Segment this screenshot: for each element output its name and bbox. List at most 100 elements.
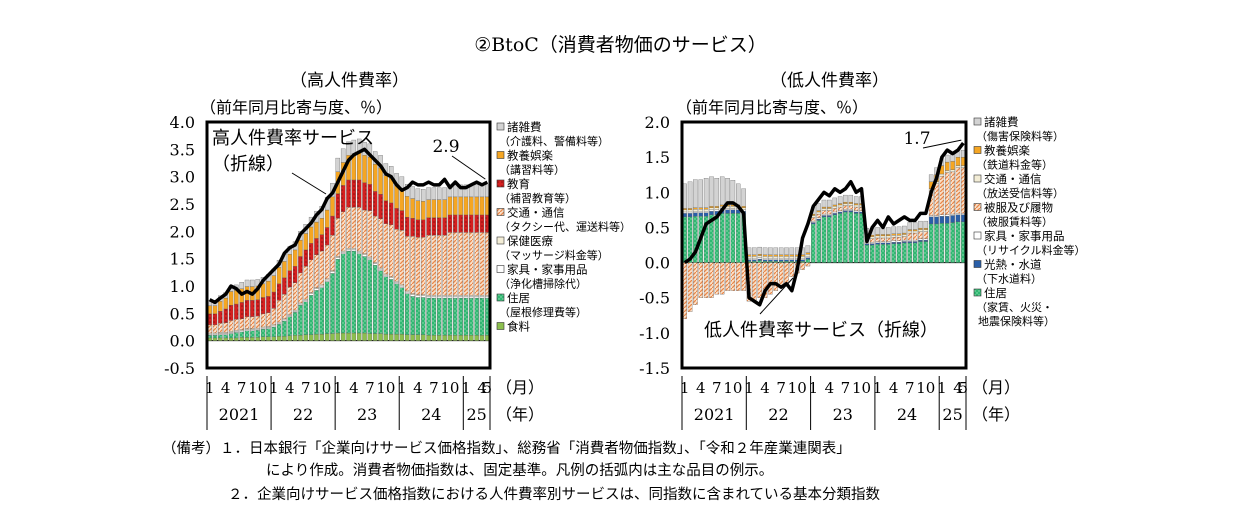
- c1-bar-s4-m36: [875, 235, 880, 239]
- c1-bar-s1-m14: [757, 258, 762, 261]
- c0-bar-s7-m25: [340, 148, 346, 163]
- c1-bar-s6-m4: [703, 178, 709, 208]
- c1-bar-s4-m41: [902, 234, 907, 237]
- c0-bar-s2-m13: [276, 323, 282, 325]
- c0-bar-s5-m14: [282, 277, 287, 295]
- c0-month-tick-11: 10: [376, 379, 395, 397]
- c1-bar-s0-m9: [730, 213, 736, 263]
- c1-bar-s6-m20: [789, 247, 795, 255]
- c1-bar-s1-m17: [773, 259, 779, 262]
- c0-bar-s3-m23: [330, 270, 335, 272]
- c1-bar-s4-m30: [843, 203, 848, 206]
- c0-bar-s3-m13: [276, 321, 282, 324]
- c1-bar-s6-m31: [848, 194, 854, 203]
- c1-bar-s2-m43: [912, 239, 918, 242]
- c0-legend-note-6: （講習料等）: [499, 163, 565, 177]
- c0-bar-s7-m38: [410, 186, 415, 199]
- c1-bar-s1-m31: [848, 210, 854, 213]
- c1-bar-s5-m15: [762, 254, 768, 257]
- c1-month-tick-3: 10: [723, 379, 742, 397]
- c0-bar-s7-m44: [442, 187, 447, 200]
- c0-bar-s0-m26: [346, 332, 351, 341]
- c0-bar-s6-m31: [372, 163, 378, 192]
- c0-bar-s1-m14: [282, 320, 287, 337]
- c0-bar-s5-m45: [447, 214, 453, 233]
- c0-bar-s2-m27: [351, 249, 357, 252]
- c0-bar-s0-m32: [378, 333, 383, 341]
- c0-bar-s4-m20: [314, 254, 319, 288]
- c0-bar-s3-m39: [415, 294, 421, 296]
- c1-legend-name-6: 諸雑費: [984, 115, 1019, 129]
- c1-bar-s0-m16: [768, 261, 773, 263]
- c0-bar-s2-m1: [212, 333, 218, 336]
- c0-bar-s0-m50: [474, 335, 479, 341]
- c0-bar-s6-m39: [415, 200, 421, 221]
- c1-bar-s0-m40: [896, 243, 902, 263]
- c0-y-tick-label-8: 0.0: [170, 332, 195, 351]
- c0-bar-s1-m12: [271, 326, 276, 337]
- c1-bar-s2-m13: [752, 258, 757, 260]
- c0-bar-s6-m2: [218, 301, 223, 312]
- c0-bar-s2-m50: [474, 296, 479, 299]
- c1-bar-s3-m39: [891, 237, 896, 241]
- c0-bar-s0-m43: [437, 335, 442, 341]
- c1-bar-s6-m43: [912, 222, 918, 230]
- c0-legend-name-4: 交通・通信: [507, 206, 565, 220]
- c0-legend-swatch-7: [496, 122, 505, 131]
- c0-bar-s0-m51: [479, 335, 485, 341]
- c0-bar-s4-m2: [218, 323, 223, 333]
- c1-bar-s2-m27: [827, 213, 832, 216]
- c1-bar-s1-m16: [768, 259, 773, 262]
- c0-bar-s4-m24: [335, 218, 341, 257]
- c0-month-tick-13: 4: [413, 379, 423, 397]
- c0-bar-s0-m28: [356, 332, 362, 341]
- c1-legend-swatch-1: [973, 260, 982, 268]
- c0-bar-s1-m1: [212, 335, 218, 339]
- c0-bar-s6-m15: [287, 254, 292, 271]
- c0-month-tick-15: 10: [440, 379, 459, 397]
- c0-bar-s2-m7: [244, 329, 250, 331]
- c0-legend-name-5: 教育: [507, 177, 530, 191]
- c0-legend-note-7: （介護料、警備料等）: [499, 134, 609, 148]
- c1-bar-s0-m44: [918, 241, 923, 263]
- c0-bar-s2-m37: [405, 291, 410, 294]
- c0-bar-s0-m31: [372, 333, 378, 341]
- c1-bar-s4-m13: [752, 256, 757, 259]
- c0-month-tick-5: 4: [285, 379, 295, 397]
- c1-bar-s1-m36: [875, 242, 880, 245]
- c1-bar-s4-m15: [762, 256, 768, 259]
- c1-legend-swatch-2: [973, 231, 982, 240]
- c1-year-unit: （年）: [972, 405, 1020, 424]
- c1-line-label-leader: [759, 277, 794, 315]
- c1-bar-s2-m32: [853, 210, 859, 213]
- c0-bar-s4-m8: [250, 316, 255, 329]
- c0-bar-s2-m31: [372, 263, 378, 266]
- c1-bar-s1-m43: [912, 241, 918, 244]
- c0-bar-s6-m1: [212, 305, 218, 315]
- c0-month-tick-18: 5: [483, 379, 493, 397]
- c1-bar-s3-m17: [773, 262, 779, 291]
- c1-bar-s1-m23: [805, 257, 811, 260]
- c1-bar-s4-m40: [896, 235, 902, 238]
- c0-bar-s0-m42: [431, 335, 437, 341]
- c1-bar-s6-m2: [693, 179, 698, 208]
- c1-bar-s2-m18: [778, 258, 784, 260]
- c0-year-label-4: 25: [466, 405, 486, 424]
- c1-bar-s1-m2: [693, 212, 698, 217]
- c0-bar-s5-m7: [244, 300, 250, 317]
- c0-bar-s0-m1: [212, 337, 218, 341]
- c1-bar-s3-m35: [870, 238, 875, 243]
- c1-bar-s0-m41: [902, 242, 907, 263]
- c0-legend-swatch-1: [496, 293, 505, 302]
- c1-legend-name-5: 教養娯楽: [984, 144, 1030, 158]
- c0-line-label-leader: [291, 172, 327, 195]
- c1-bar-s0-m49: [945, 223, 950, 263]
- c0-bar-s3-m43: [437, 295, 442, 297]
- c0-bar-s7-m43: [437, 187, 442, 200]
- c0-bar-s4-m41: [426, 235, 431, 296]
- c1-bar-s5-m37: [880, 234, 886, 237]
- c0-bar-s3-m33: [383, 273, 389, 276]
- c0-bar-s5-m12: [271, 291, 276, 309]
- c1-y-tick-label-5: -0.5: [639, 289, 670, 308]
- c0-bar-s1-m51: [479, 297, 485, 336]
